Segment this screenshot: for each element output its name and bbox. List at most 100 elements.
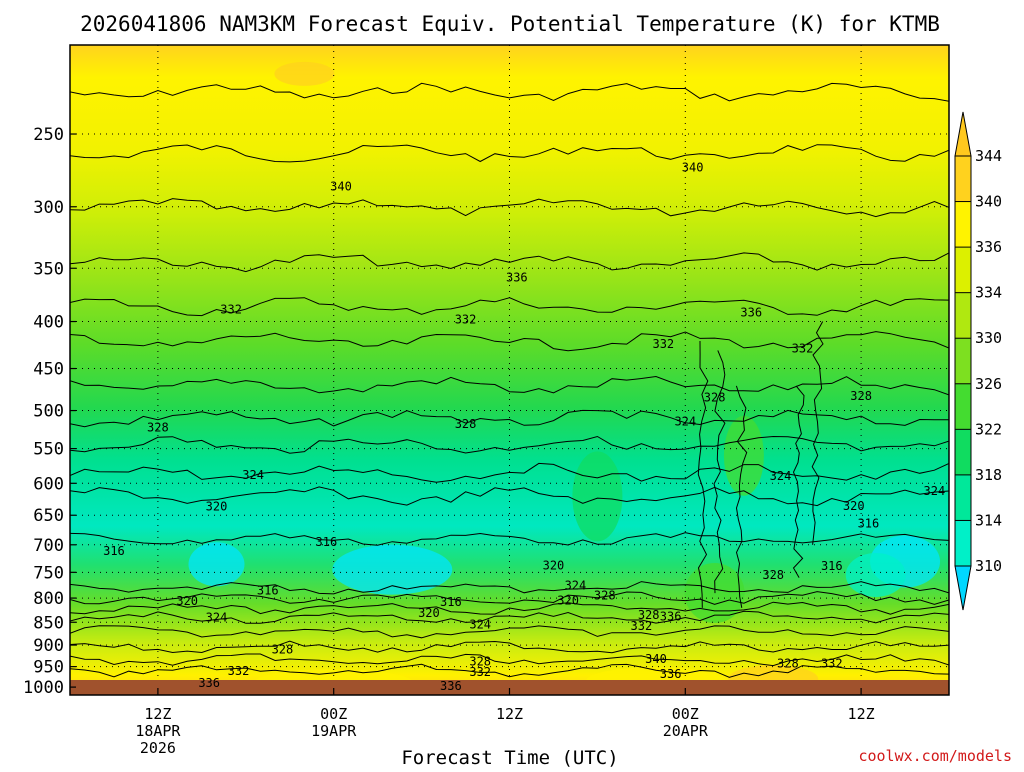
contour-label: 316 <box>858 517 880 531</box>
colorbar-label: 326 <box>975 375 1002 393</box>
contour-label: 336 <box>506 270 528 284</box>
contour-label: 328 <box>704 391 726 405</box>
y-tick-label: 300 <box>33 198 64 218</box>
y-tick-label: 450 <box>33 360 64 380</box>
contour-label: 336 <box>740 305 762 319</box>
contour-label: 332 <box>469 665 491 679</box>
contour-label: 328 <box>594 589 616 603</box>
contour-label: 332 <box>220 302 242 316</box>
y-tick-label: 350 <box>33 259 64 279</box>
contour-line <box>70 610 949 624</box>
contour-line <box>70 601 949 615</box>
x-axis-label: Forecast Time (UTC) <box>401 747 618 768</box>
contour-line <box>70 375 949 396</box>
contour-label: 324 <box>565 578 587 592</box>
contour-label: 332 <box>821 656 843 670</box>
colorbar-segment <box>955 474 971 521</box>
contour-line <box>70 409 949 428</box>
x-tick-label: 00Z <box>672 705 699 723</box>
contour-line <box>70 640 949 654</box>
colorbar-under-triangle <box>954 565 972 611</box>
ground-layer <box>70 680 949 695</box>
credit-text: coolwx.com/models <box>858 747 1012 765</box>
contour-lines <box>70 82 949 678</box>
contour-line <box>697 340 709 608</box>
y-axis: 250 300 350 400 450 500 550 600 650 700 750 800 850 9… <box>23 125 76 698</box>
contour-line <box>70 625 949 639</box>
colorbar-label: 336 <box>975 238 1002 256</box>
colorbar-label: 330 <box>975 329 1002 347</box>
contour-line <box>792 385 805 578</box>
colorbar-label: 340 <box>975 193 1002 211</box>
contour-label: 320 <box>176 594 198 608</box>
colorbar-segment <box>955 429 971 475</box>
shaded-region <box>572 451 623 542</box>
shaded-region <box>188 542 245 587</box>
contour-line <box>70 532 949 546</box>
y-tick-label: 400 <box>33 313 64 333</box>
contour-line <box>70 653 949 667</box>
y-tick-label: 700 <box>33 536 64 556</box>
y-tick-label: 800 <box>33 589 64 609</box>
contour-line <box>70 144 949 163</box>
contour-line <box>70 591 949 605</box>
contour-label: 316 <box>257 584 279 598</box>
contour-label: 340 <box>330 179 352 193</box>
x-tick-label: 12Z <box>848 705 875 723</box>
contour-line <box>70 462 949 483</box>
y-tick-label: 550 <box>33 440 64 460</box>
colorbar-segment <box>955 247 971 293</box>
contour-label: 332 <box>631 619 653 633</box>
y-tick-label: 850 <box>33 613 64 633</box>
y-tick-label: 650 <box>33 506 64 526</box>
colorbar-label: 322 <box>975 420 1002 438</box>
x-tick-label: 12Z <box>144 705 171 723</box>
colorbar-segment <box>955 383 971 430</box>
contour-label: 316 <box>821 559 843 573</box>
contour-label: 324 <box>770 469 792 483</box>
contour-label: 332 <box>455 313 477 327</box>
contour-line <box>70 297 949 317</box>
contour-label: 328 <box>469 655 491 669</box>
contour-label: 328 <box>777 656 799 670</box>
contour-label: 324 <box>469 618 491 632</box>
contour-line <box>70 198 949 218</box>
contour-label: 328 <box>850 389 872 403</box>
contour-label: 336 <box>660 667 682 681</box>
contour-label: 320 <box>418 606 440 620</box>
colorbar-over-triangle <box>954 111 972 157</box>
contour-label: 324 <box>674 415 696 429</box>
y-tick-label: 250 <box>33 125 64 145</box>
contour-line <box>70 331 949 352</box>
colorbar-label: 310 <box>975 557 1002 575</box>
x-tick-label: 18APR <box>135 722 181 740</box>
contour-line <box>70 486 949 507</box>
contour-label: 336 <box>198 676 220 690</box>
chart-title: 2026041806 NAM3KM Forecast Equiv. Potent… <box>80 12 940 36</box>
x-tick-label: 20APR <box>663 722 709 740</box>
colorbar-label: 318 <box>975 466 1002 484</box>
contour-label: 320 <box>206 500 228 514</box>
y-tick-label: 750 <box>33 563 64 583</box>
contour-label: 328 <box>455 417 477 431</box>
contour-label: 320 <box>843 499 865 513</box>
y-tick-label: 600 <box>33 474 64 494</box>
colorbar-segment <box>955 338 971 384</box>
contour-label: 336 <box>440 679 462 693</box>
shaded-region <box>723 415 764 496</box>
contour-label: 332 <box>228 664 250 678</box>
contour-label: 324 <box>206 611 228 625</box>
x-tick-label: 00Z <box>320 705 347 723</box>
contour-label: 328 <box>272 642 294 656</box>
contour-line <box>70 663 949 678</box>
contour-label: 340 <box>682 161 704 175</box>
contour-line <box>713 350 726 594</box>
contour-line <box>735 385 748 608</box>
colorbar: 344 340 336 334 330 326 322 318 314 310 <box>954 111 1002 611</box>
x-tick-label: 19APR <box>311 722 357 740</box>
contour-label: 328 <box>147 421 169 435</box>
colorbar-label: 344 <box>975 147 1002 165</box>
